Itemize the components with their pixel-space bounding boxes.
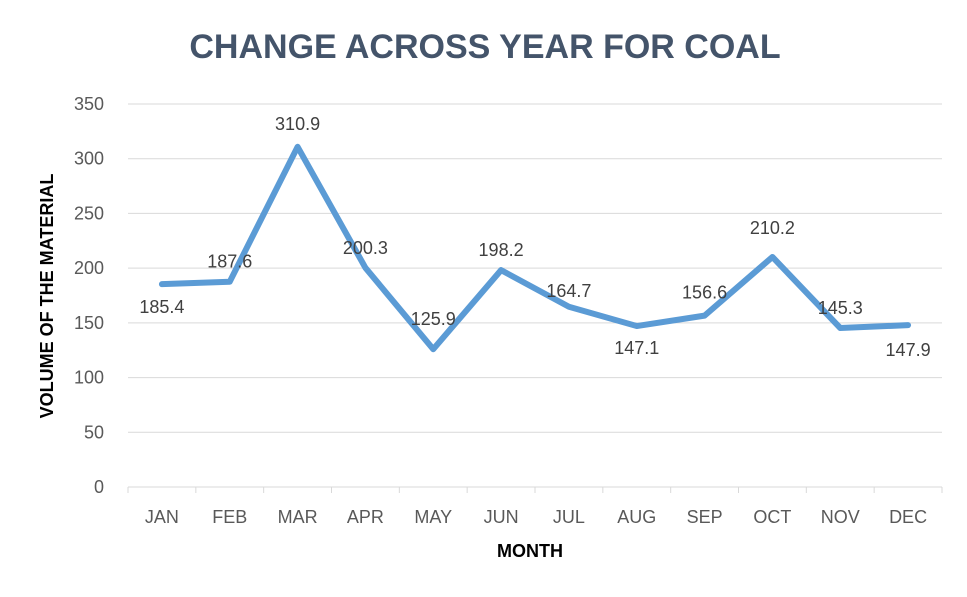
data-label: 200.3 bbox=[343, 238, 388, 258]
series-line bbox=[158, 143, 912, 353]
y-tick-label: 300 bbox=[74, 149, 104, 169]
data-label: 198.2 bbox=[479, 240, 524, 260]
data-point bbox=[568, 306, 570, 308]
chart-title: CHANGE ACROSS YEAR FOR COAL bbox=[189, 28, 780, 66]
x-tick-label: FEB bbox=[212, 507, 247, 527]
x-tick-label: APR bbox=[347, 507, 384, 527]
data-point bbox=[704, 315, 706, 317]
data-point bbox=[771, 256, 773, 258]
data-point bbox=[907, 324, 909, 326]
data-label: 185.4 bbox=[139, 297, 184, 317]
x-axis-title: MONTH bbox=[497, 541, 563, 561]
y-tick-label: 350 bbox=[74, 94, 104, 114]
x-tick-label: MAY bbox=[414, 507, 452, 527]
x-axis-ticks bbox=[127, 487, 943, 493]
y-tick-label: 200 bbox=[74, 258, 104, 278]
y-tick-label: 0 bbox=[94, 477, 104, 497]
y-tick-label: 150 bbox=[74, 313, 104, 333]
data-label: 125.9 bbox=[411, 309, 456, 329]
data-label: 156.6 bbox=[682, 283, 727, 303]
data-point bbox=[839, 327, 841, 329]
data-point bbox=[364, 267, 366, 269]
data-point bbox=[161, 283, 163, 285]
data-label: 147.9 bbox=[886, 340, 931, 360]
data-point bbox=[297, 146, 299, 148]
data-label: 147.1 bbox=[614, 338, 659, 358]
data-label: 310.9 bbox=[275, 114, 320, 134]
data-point bbox=[229, 281, 231, 283]
y-tick-label: 100 bbox=[74, 368, 104, 388]
series-group bbox=[158, 143, 912, 353]
data-point bbox=[636, 325, 638, 327]
data-point bbox=[500, 269, 502, 271]
data-labels: 185.4 187.6 310.9 200.3 125.9 198.2 164.7 147.1… bbox=[139, 114, 930, 360]
x-tick-label: JAN bbox=[145, 507, 179, 527]
data-point bbox=[432, 348, 434, 350]
x-tick-label: AUG bbox=[617, 507, 656, 527]
x-tick-label: NOV bbox=[821, 507, 860, 527]
x-axis-tick-labels: JAN FEB MAR APR MAY JUN JUL AUG SEP OCT NOV DEC bbox=[145, 507, 927, 527]
x-tick-label: OCT bbox=[753, 507, 791, 527]
y-tick-label: 250 bbox=[74, 203, 104, 223]
y-axis-tick-labels: 0 50 100 150 200 250 300 350 bbox=[74, 94, 104, 497]
x-tick-label: SEP bbox=[687, 507, 723, 527]
data-label: 187.6 bbox=[207, 252, 252, 272]
y-tick-label: 50 bbox=[84, 422, 104, 442]
y-axis-title: VOLUME OF THE MATERIAL bbox=[37, 174, 57, 419]
x-tick-label: JUL bbox=[553, 507, 585, 527]
x-tick-label: JUN bbox=[484, 507, 519, 527]
data-label: 164.7 bbox=[546, 281, 591, 301]
x-tick-label: MAR bbox=[278, 507, 318, 527]
data-label: 145.3 bbox=[818, 298, 863, 318]
data-label: 210.2 bbox=[750, 218, 795, 238]
x-tick-label: DEC bbox=[889, 507, 927, 527]
